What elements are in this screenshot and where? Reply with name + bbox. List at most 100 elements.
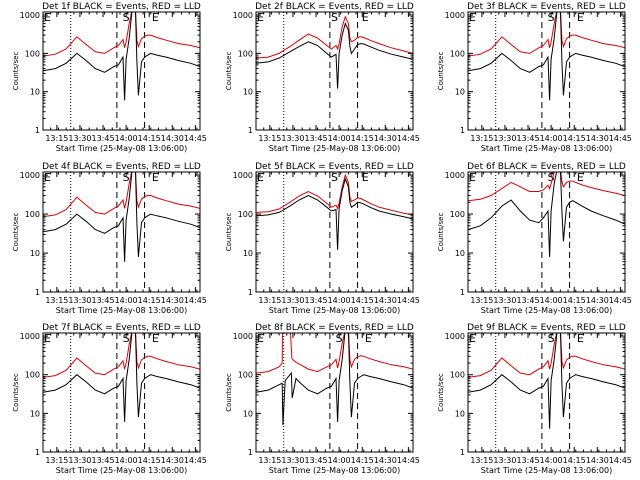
y-axis-label: Counts/sec: [437, 52, 445, 91]
end-marker-label-left: E: [44, 171, 51, 184]
x-tick-label: 13:30: [281, 456, 304, 465]
y-tick-label: 10: [243, 88, 253, 97]
y-tick-label: 100: [238, 371, 253, 380]
start-marker-label: S: [548, 171, 555, 184]
x-tick-label: 14:00: [540, 456, 563, 465]
events-series-line: [468, 12, 625, 101]
x-tick-label: 13:45: [516, 456, 539, 465]
start-marker-label: S: [331, 171, 338, 184]
start-marker-label: S: [123, 332, 130, 345]
y-tick-label: 100: [25, 49, 40, 58]
x-tick-label: 13:30: [493, 456, 516, 465]
y-tick-label: 1000: [20, 171, 40, 180]
x-tick-label: 14:15: [563, 456, 586, 465]
x-tick-label: 13:30: [68, 134, 91, 143]
x-tick-label: 13:15: [470, 456, 493, 465]
y-tick-label: 100: [238, 210, 253, 219]
x-tick-label: 14:15: [563, 134, 586, 143]
x-tick-label: 14:15: [138, 456, 161, 465]
x-tick-label: 13:45: [304, 456, 327, 465]
x-tick-label: 14:30: [374, 296, 397, 305]
end-marker-label: E: [152, 332, 159, 345]
lld-series-line: [468, 172, 625, 202]
x-axis-label: Start Time (25-May-08 13:06:00): [56, 144, 187, 153]
x-tick-label: 13:30: [493, 134, 516, 143]
plot-frame: [467, 171, 626, 293]
x-axis-label: Start Time (25-May-08 13:06:00): [481, 144, 612, 153]
x-tick-label: 14:45: [184, 134, 207, 143]
x-axis-label: Start Time (25-May-08 13:06:00): [56, 466, 187, 475]
events-series-line: [468, 172, 625, 257]
x-axis-label: Start Time (25-May-08 13:06:00): [269, 306, 400, 315]
x-tick-label: 14:00: [115, 296, 138, 305]
y-axis-label: Counts/sec: [225, 373, 233, 412]
y-tick-label: 100: [25, 210, 40, 219]
x-tick-label: 14:15: [351, 134, 374, 143]
y-axis-label: Counts/sec: [12, 52, 20, 91]
plot-frame: [467, 11, 626, 131]
end-marker-label-left: E: [44, 11, 51, 24]
y-axis-label: Counts/sec: [12, 373, 20, 412]
plot-title: Det 6f BLACK = Events, RED = LLD: [467, 162, 626, 172]
x-tick-label: 14:00: [328, 134, 351, 143]
plot-frame: [467, 332, 626, 453]
x-tick-label: 14:00: [115, 134, 138, 143]
y-tick-label: 1: [35, 448, 40, 457]
lld-series-line: [43, 12, 200, 57]
x-tick-label: 14:00: [540, 134, 563, 143]
x-tick-label: 14:15: [351, 296, 374, 305]
y-tick-label: 100: [238, 49, 253, 58]
y-tick-label: 100: [450, 210, 465, 219]
x-tick-label: 14:45: [609, 134, 632, 143]
y-axis-label: Counts/sec: [225, 52, 233, 91]
start-marker-label: S: [123, 11, 130, 24]
plot-frame: [42, 171, 201, 293]
x-tick-label: 13:30: [68, 456, 91, 465]
x-tick-label: 14:45: [184, 296, 207, 305]
x-tick-label: 14:45: [184, 456, 207, 465]
end-marker-label: E: [152, 171, 159, 184]
events-series-line: [256, 333, 413, 426]
x-tick-label: 13:45: [91, 296, 114, 305]
end-marker-label-left: E: [257, 11, 264, 24]
plot-title: Det 3f BLACK = Events, RED = LLD: [467, 2, 626, 12]
plot-title: Det 9f BLACK = Events, RED = LLD: [467, 323, 626, 333]
x-tick-label: 14:15: [351, 456, 374, 465]
y-tick-label: 10: [30, 409, 40, 418]
x-tick-label: 14:30: [586, 134, 609, 143]
x-tick-label: 14:45: [609, 456, 632, 465]
x-tick-label: 13:15: [258, 296, 281, 305]
x-tick-label: 13:30: [281, 296, 304, 305]
events-series-line: [43, 333, 200, 422]
y-axis-label: Counts/sec: [12, 213, 20, 252]
y-tick-label: 100: [450, 49, 465, 58]
x-tick-label: 14:00: [540, 296, 563, 305]
x-tick-label: 14:30: [586, 456, 609, 465]
x-tick-label: 13:15: [258, 456, 281, 465]
x-tick-label: 14:30: [586, 296, 609, 305]
y-axis-label: Counts/sec: [225, 213, 233, 252]
y-tick-label: 1000: [233, 332, 253, 341]
y-tick-label: 1: [248, 126, 253, 135]
y-tick-label: 1000: [445, 171, 465, 180]
y-tick-label: 1: [35, 126, 40, 135]
plot-title: Det 4f BLACK = Events, RED = LLD: [42, 162, 201, 172]
x-axis-label: Start Time (25-May-08 13:06:00): [269, 144, 400, 153]
x-tick-label: 14:15: [138, 296, 161, 305]
x-tick-label: 13:15: [470, 296, 493, 305]
end-marker-label: E: [152, 11, 159, 24]
y-tick-label: 10: [243, 409, 253, 418]
y-tick-label: 1000: [20, 332, 40, 341]
plot-title: Det 8f BLACK = Events, RED = LLD: [255, 323, 414, 333]
x-axis-label: Start Time (25-May-08 13:06:00): [56, 306, 187, 315]
end-marker-label-left: E: [257, 332, 264, 345]
y-tick-label: 1000: [233, 11, 253, 20]
plot-frame: [42, 11, 201, 131]
start-marker-label: S: [336, 332, 343, 345]
